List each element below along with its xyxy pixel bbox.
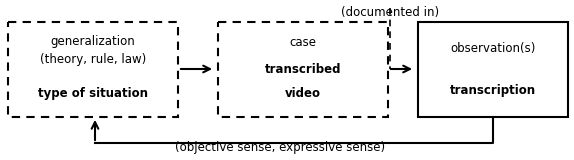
Text: (documented in): (documented in) — [341, 6, 439, 19]
Bar — [8, 22, 178, 117]
Text: generalization: generalization — [51, 35, 135, 48]
Text: video: video — [285, 87, 321, 100]
Bar — [218, 22, 388, 117]
Text: transcription: transcription — [450, 84, 536, 97]
Text: (objective sense, expressive sense): (objective sense, expressive sense) — [175, 141, 385, 154]
Text: case: case — [289, 36, 316, 49]
Bar — [418, 22, 568, 117]
Text: transcribed: transcribed — [265, 63, 342, 76]
Text: observation(s): observation(s) — [451, 42, 536, 55]
Text: type of situation: type of situation — [38, 87, 148, 100]
Text: (theory, rule, law): (theory, rule, law) — [40, 53, 146, 67]
